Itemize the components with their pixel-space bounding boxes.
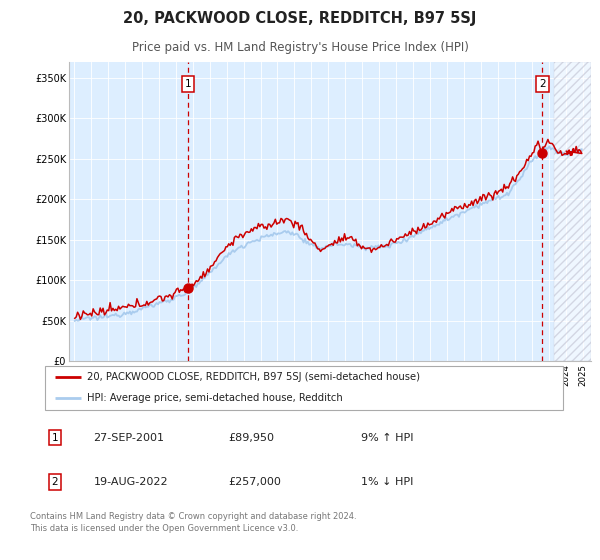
Text: 9% ↑ HPI: 9% ↑ HPI [361, 432, 414, 442]
Text: 2: 2 [52, 477, 58, 487]
Text: 20, PACKWOOD CLOSE, REDDITCH, B97 5SJ: 20, PACKWOOD CLOSE, REDDITCH, B97 5SJ [124, 11, 476, 26]
Text: 1: 1 [185, 80, 191, 89]
Text: 19-AUG-2022: 19-AUG-2022 [94, 477, 168, 487]
Text: Price paid vs. HM Land Registry's House Price Index (HPI): Price paid vs. HM Land Registry's House … [131, 41, 469, 54]
Text: £89,950: £89,950 [229, 432, 275, 442]
Text: £257,000: £257,000 [229, 477, 281, 487]
Text: 2: 2 [539, 80, 545, 89]
Text: 27-SEP-2001: 27-SEP-2001 [94, 432, 164, 442]
Text: 1: 1 [52, 432, 58, 442]
Text: 1% ↓ HPI: 1% ↓ HPI [361, 477, 413, 487]
Text: 20, PACKWOOD CLOSE, REDDITCH, B97 5SJ (semi-detached house): 20, PACKWOOD CLOSE, REDDITCH, B97 5SJ (s… [86, 372, 419, 382]
Text: HPI: Average price, semi-detached house, Redditch: HPI: Average price, semi-detached house,… [86, 393, 343, 403]
FancyBboxPatch shape [44, 366, 563, 410]
Text: Contains HM Land Registry data © Crown copyright and database right 2024.
This d: Contains HM Land Registry data © Crown c… [30, 512, 356, 534]
Bar [554, 62, 591, 361]
